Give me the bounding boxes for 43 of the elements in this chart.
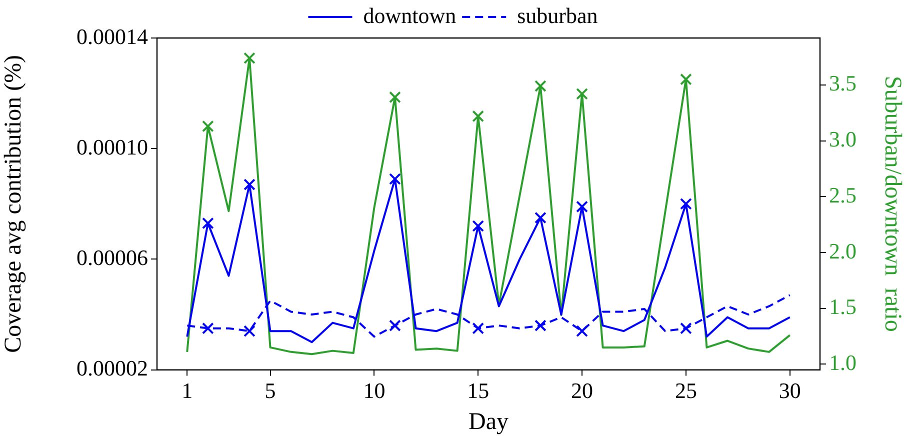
x-axis-title: Day [468, 408, 508, 435]
x-tick-label: 30 [778, 378, 801, 403]
y-tick-label: 0.00014 [76, 24, 148, 49]
y2-tick-label: 3.0 [829, 126, 856, 152]
point [534, 212, 546, 224]
legend-label: suburban [517, 2, 598, 28]
y-tick-label: 0.00002 [76, 356, 148, 381]
y2-tick-label: 1.5 [829, 294, 856, 320]
point [202, 120, 214, 132]
y-axis-title: Coverage avg contribution (%) [0, 54, 27, 353]
point [680, 198, 692, 210]
point [576, 325, 588, 338]
y2-tick-label: 3.5 [829, 70, 856, 96]
y-tick-label: 0.00010 [76, 134, 148, 160]
y-tick-label: 0.00006 [76, 244, 148, 270]
x-tick-label: 5 [264, 378, 276, 403]
point [576, 88, 588, 100]
y2-axis-title: Suburban/downtown ratio [879, 76, 906, 332]
legend-label: downtown [363, 2, 456, 28]
point [680, 73, 692, 86]
point [472, 110, 484, 122]
point [244, 178, 256, 190]
point [202, 217, 214, 230]
point [680, 322, 692, 334]
point [534, 320, 546, 332]
x-tick-label: 10 [363, 378, 386, 403]
point [244, 52, 256, 64]
point [576, 200, 588, 213]
x-tick-label: 20 [571, 378, 594, 403]
point [244, 325, 256, 338]
x-tick-label: 25 [674, 378, 697, 403]
y2-tick-label: 1.0 [829, 350, 856, 375]
point [389, 173, 401, 185]
point [389, 91, 401, 104]
point [534, 80, 546, 92]
point [389, 320, 401, 332]
point [202, 322, 214, 334]
y2-tick-label: 2.0 [829, 238, 856, 264]
y2-tick-label: 2.5 [829, 182, 856, 208]
point [472, 322, 484, 334]
x-tick-label: 1 [182, 378, 193, 403]
x-tick-label: 15 [467, 378, 490, 403]
point [472, 220, 484, 232]
